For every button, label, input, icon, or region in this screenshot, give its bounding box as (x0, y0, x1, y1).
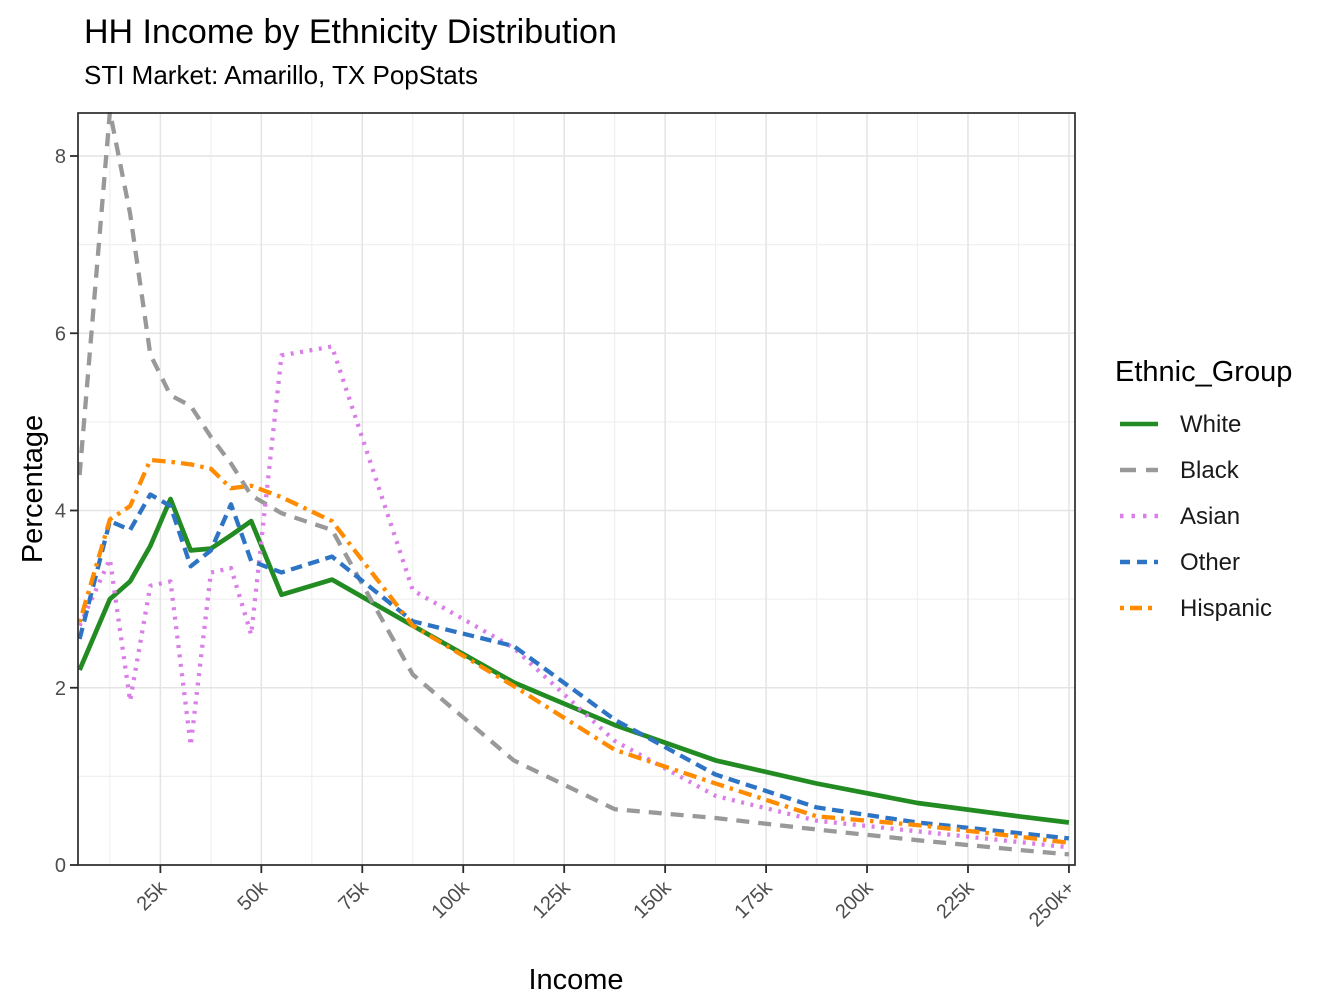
legend-label-other: Other (1180, 549, 1240, 576)
x-tick-label: 75k (334, 876, 373, 915)
y-axis-tick-labels: 0 2 4 6 8 (55, 146, 66, 877)
series-line-black (78, 112, 1070, 857)
legend-item-asian: Asian (1120, 503, 1240, 530)
legend-items: White Black Asian Other Hispanic (1120, 411, 1272, 622)
legend-label-white: White (1180, 411, 1241, 438)
x-axis-title: Income (528, 964, 623, 996)
y-axis-title: Percentage (17, 415, 49, 563)
chart-subtitle: STI Market: Amarillo, TX PopStats (84, 60, 478, 90)
y-tick-label: 2 (55, 678, 66, 700)
legend: Ethnic_Group White Black Asian Other Hispani… (1115, 356, 1292, 622)
legend-label-asian: Asian (1180, 503, 1240, 530)
x-axis-tick-labels: 25k 50k 75k 100k 125k 150k 175k 200k 225k 250k+ (133, 876, 1080, 931)
x-tick-label: 250k+ (1025, 877, 1079, 931)
gridlines-minor (78, 113, 1075, 865)
gridlines-major (78, 113, 1075, 866)
legend-item-black: Black (1120, 457, 1240, 484)
y-tick-label: 6 (55, 323, 66, 345)
x-tick-label: 125k (529, 876, 576, 923)
x-tick-label: 150k (629, 876, 676, 923)
x-tick-label: 200k (831, 876, 878, 923)
data-series-lines (78, 112, 1070, 857)
legend-item-white: White (1120, 411, 1241, 438)
y-tick-label: 0 (55, 855, 66, 877)
legend-item-hispanic: Hispanic (1120, 595, 1272, 622)
series-line-other (78, 492, 1070, 841)
series-line-white (78, 496, 1070, 825)
legend-title: Ethnic_Group (1115, 356, 1292, 388)
legend-label-hispanic: Hispanic (1180, 595, 1272, 622)
legend-item-other: Other (1120, 549, 1240, 576)
axis-tick-marks (70, 155, 1070, 873)
panel-border (77, 112, 1076, 866)
x-tick-label: 100k (428, 876, 475, 923)
series-line-asian (78, 344, 1070, 850)
y-tick-label: 4 (55, 501, 66, 523)
x-tick-label: 50k (233, 876, 272, 915)
x-tick-label: 225k (932, 876, 979, 923)
legend-label-black: Black (1180, 457, 1240, 484)
x-tick-label: 25k (133, 876, 172, 915)
x-tick-label: 175k (730, 876, 777, 923)
chart-title: HH Income by Ethnicity Distribution (84, 13, 617, 51)
series-line-hispanic (78, 457, 1070, 845)
y-tick-label: 8 (55, 146, 66, 168)
